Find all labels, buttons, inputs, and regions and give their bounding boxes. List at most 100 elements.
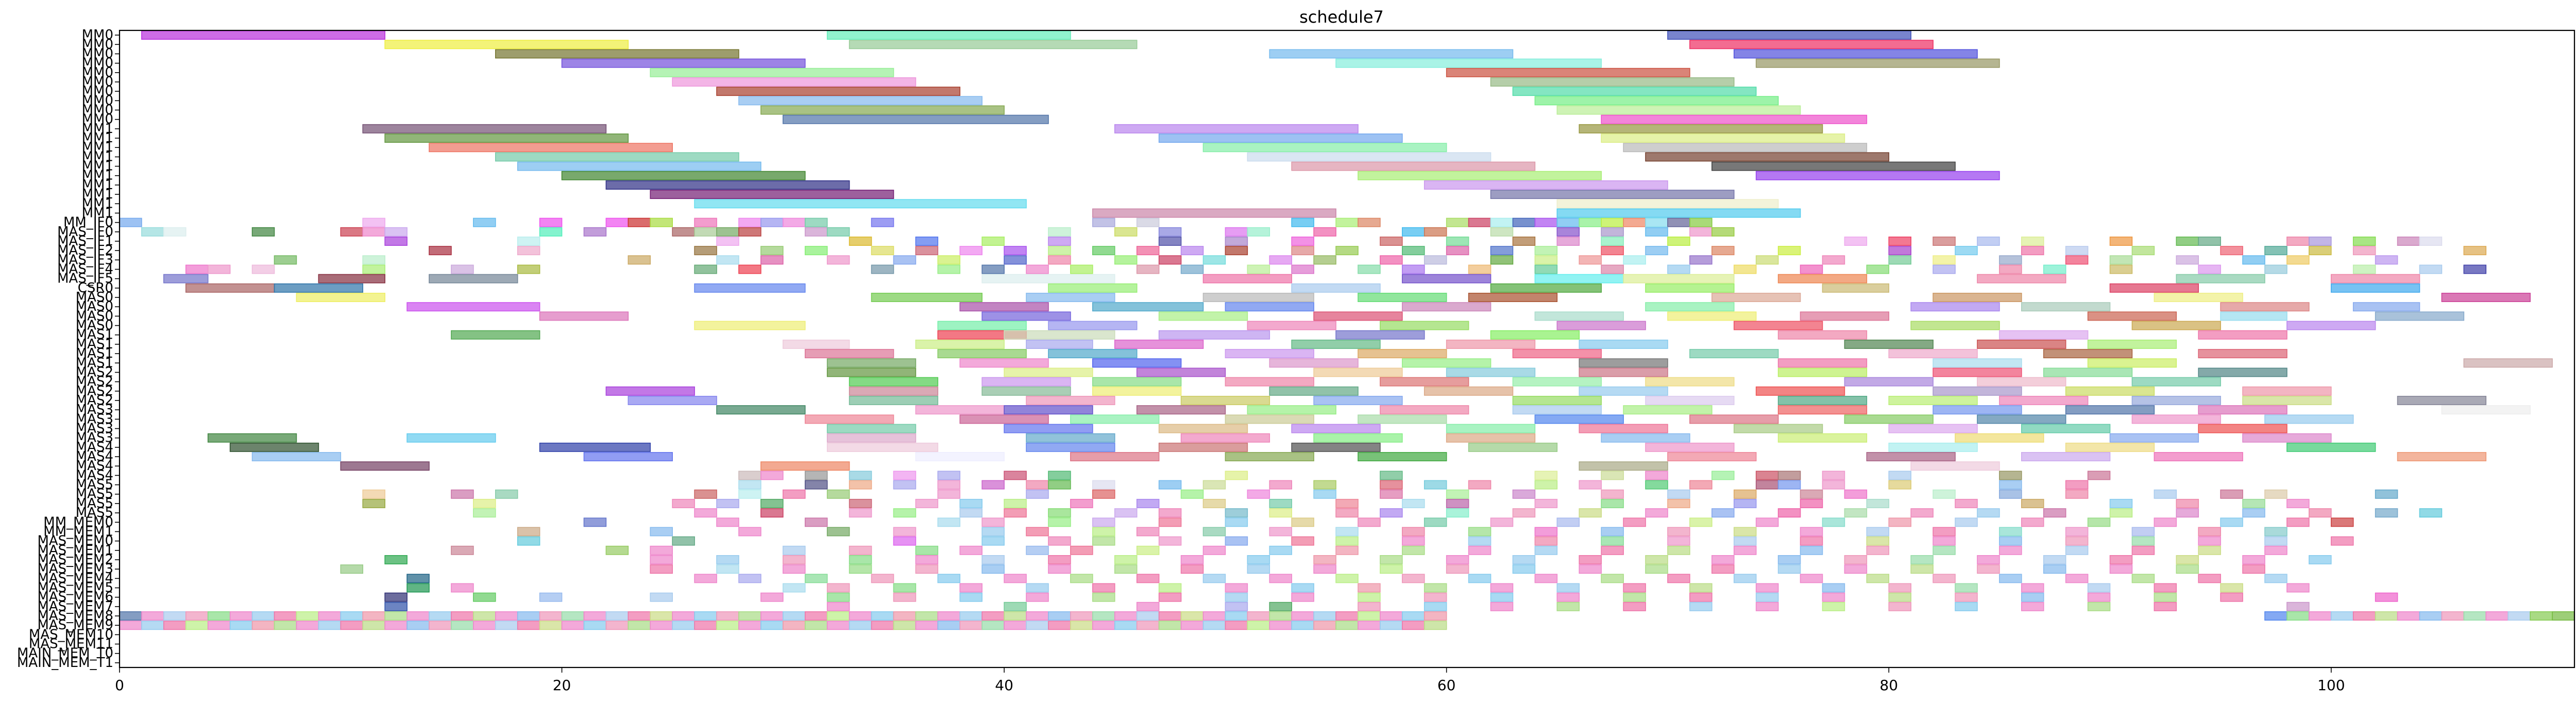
y-tick-label: MM_MEM1	[43, 524, 113, 539]
gantt-bar	[1048, 283, 1138, 293]
gantt-bar	[1689, 40, 1934, 49]
y-tick-label: MAS_MEM7	[37, 599, 113, 614]
y-tick-label: MAS2	[76, 383, 113, 399]
gantt-bar	[2397, 452, 2487, 462]
y-tick-label: MAS_MEM2	[37, 552, 113, 567]
gantt-bar	[340, 227, 364, 237]
gantt-bar	[1269, 358, 1359, 368]
gantt-bar	[1645, 471, 1668, 480]
gantt-bar	[2154, 601, 2177, 611]
gantt-bar	[1158, 133, 1403, 143]
gantt-bar	[694, 283, 806, 293]
gantt-bar	[1490, 255, 1514, 265]
gantt-bar	[959, 611, 982, 621]
gantt-bar	[1092, 218, 1115, 227]
gantt-bar	[1380, 564, 1403, 574]
gantt-bar	[1291, 283, 1381, 293]
gantt-bar	[1579, 255, 1602, 265]
y-tick-label: MAS3	[76, 421, 113, 437]
gantt-bar	[2264, 545, 2287, 555]
gantt-bar	[1380, 621, 1403, 630]
gantt-bar	[1933, 527, 1956, 537]
gantt-bar	[915, 405, 1005, 415]
gantt-bar	[2198, 527, 2221, 537]
gantt-bar	[406, 574, 430, 583]
gantt-bar	[207, 264, 231, 274]
gantt-bar	[2375, 592, 2398, 602]
gantt-bar	[783, 114, 1049, 124]
gantt-bar	[2309, 611, 2332, 621]
gantt-bar	[1225, 471, 1248, 480]
gantt-bar	[1755, 592, 1779, 602]
gantt-bar	[1358, 592, 1381, 602]
gantt-bar	[2176, 498, 2199, 508]
gantt-bar	[1158, 480, 1182, 490]
gantt-bar	[2087, 517, 2111, 527]
gantt-bar	[1800, 311, 1890, 321]
gantt-bar	[1601, 264, 1624, 274]
gantt-bar	[2109, 555, 2133, 564]
gantt-bar	[384, 227, 408, 237]
gantt-bar	[804, 611, 828, 621]
y-tick-label: MAS4	[76, 467, 113, 483]
gantt-bar	[2264, 246, 2287, 256]
gantt-bar	[1777, 433, 1868, 443]
gantt-bar	[1335, 218, 1359, 227]
gantt-bar	[1048, 246, 1071, 256]
gantt-bar	[495, 621, 518, 630]
gantt-bar	[1468, 218, 1492, 227]
gantt-bar	[1933, 293, 2022, 303]
gantt-bar	[1158, 611, 1182, 621]
gantt-bar	[1579, 564, 1602, 574]
gantt-bar	[1999, 527, 2022, 537]
gantt-bar	[561, 621, 585, 630]
gantt-bar	[185, 283, 275, 293]
gantt-bar	[517, 527, 540, 537]
gantt-bar	[1313, 255, 1336, 265]
gantt-bar	[1291, 621, 1314, 630]
gantt-bar	[1092, 536, 1115, 546]
gantt-bar	[849, 555, 872, 564]
gantt-bar	[1180, 489, 1204, 499]
gantt-bar	[1358, 349, 1447, 359]
y-tick-label: MAS_MEM1	[37, 543, 113, 558]
gantt-bar	[1667, 574, 1690, 583]
gantt-bar	[1202, 621, 1226, 630]
gantt-bar	[1623, 583, 1646, 593]
gantt-bar	[384, 133, 629, 143]
gantt-bar	[1446, 508, 1469, 518]
gantt-bar	[473, 498, 496, 508]
gantt-bar	[1490, 583, 1514, 593]
gantt-bar	[1623, 274, 1735, 283]
gantt-bar	[362, 227, 385, 237]
gantt-bar	[2065, 527, 2089, 537]
gantt-bar	[1822, 517, 1845, 527]
gantt-bar	[1004, 574, 1027, 583]
gantt-bar	[1092, 621, 1115, 630]
gantt-bar	[981, 480, 1005, 490]
gantt-bar	[1004, 405, 1093, 415]
gantt-bar	[1645, 227, 1668, 237]
gantt-bar	[1534, 498, 1558, 508]
gantt-bar	[1358, 621, 1381, 630]
gantt-bar	[1512, 349, 1602, 359]
gantt-bar	[738, 264, 761, 274]
gantt-bar	[163, 611, 187, 621]
gantt-bar	[2021, 452, 2111, 462]
gantt-bar	[1468, 536, 1492, 546]
gantt-bar	[1468, 545, 1492, 555]
gantt-bar	[2021, 498, 2044, 508]
gantt-bar	[2309, 508, 2332, 518]
gantt-bar	[1335, 330, 1425, 340]
gantt-bar	[1335, 611, 1359, 621]
gantt-bar	[1512, 236, 1536, 246]
y-tick-label: MAS3	[76, 430, 113, 446]
gantt-bar	[1026, 395, 1115, 405]
gantt-bar	[2419, 236, 2443, 246]
gantt-bar	[1402, 527, 1425, 537]
gantt-bar	[1313, 367, 1403, 377]
y-tick-label: MM0	[82, 37, 113, 52]
gantt-bar	[1645, 508, 1668, 518]
y-tick-label: MAS2	[76, 393, 113, 408]
gantt-bar	[1048, 508, 1071, 518]
